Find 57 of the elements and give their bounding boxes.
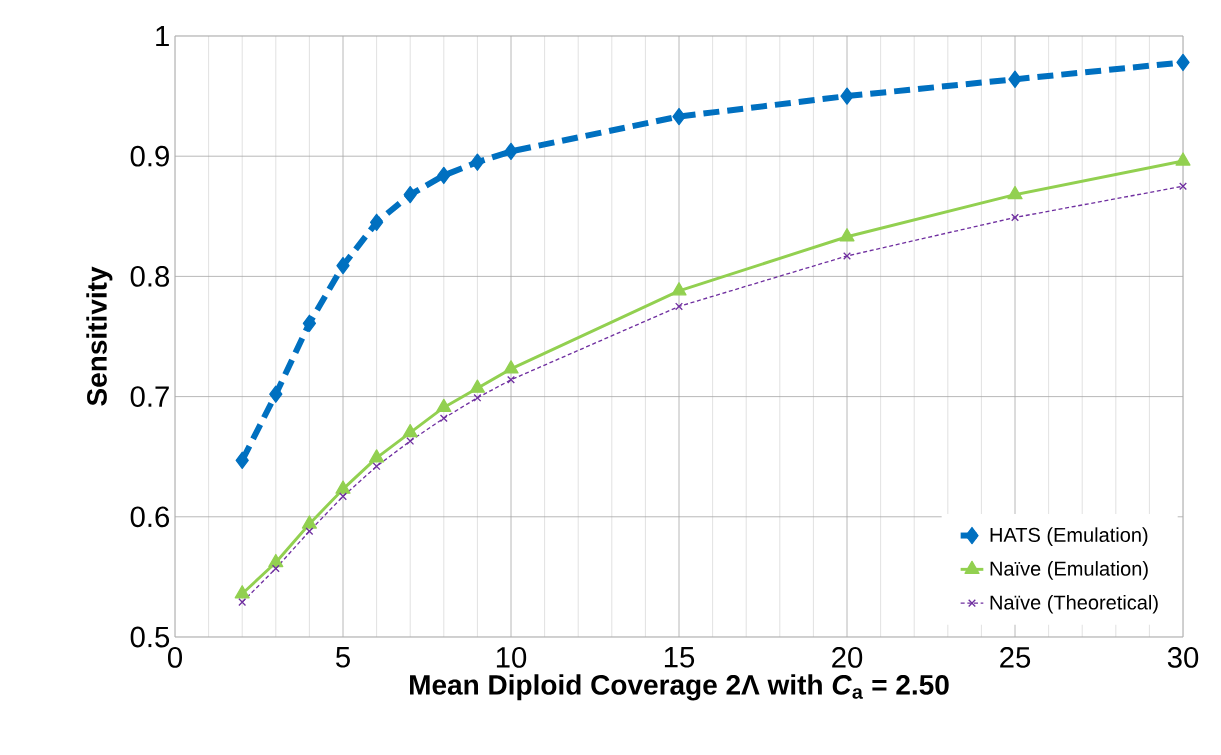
point [269, 385, 283, 403]
legend-label: Naïve (Emulation) [990, 561, 1148, 580]
point [301, 515, 317, 529]
x-tick-label: 5 [336, 647, 350, 668]
point [1175, 152, 1191, 166]
y-tick-label: 0.9 [130, 145, 169, 167]
point [305, 527, 314, 536]
point [372, 462, 381, 471]
point [1179, 182, 1187, 191]
point [302, 314, 317, 332]
x-tick-label: 15 [664, 647, 695, 668]
point [470, 153, 485, 171]
x-tick-label: 10 [496, 647, 527, 668]
point [268, 553, 284, 568]
y-axis-title: Sensitivity [86, 266, 113, 406]
point [840, 87, 854, 105]
legend-label: HATS (Emulation) [990, 527, 1148, 546]
point [369, 213, 384, 231]
point [1007, 185, 1023, 200]
point [335, 480, 351, 494]
x-tick-label: 0 [167, 647, 183, 668]
x-tick-label: 25 [1000, 647, 1031, 668]
point [238, 598, 247, 607]
y-tick-label: 0.6 [130, 506, 170, 528]
point [339, 492, 347, 501]
point [672, 107, 686, 126]
point [507, 375, 515, 384]
point [235, 451, 249, 469]
point [436, 398, 452, 413]
y-tick-label: 0.7 [130, 386, 169, 407]
point [406, 437, 415, 446]
point [1011, 213, 1019, 222]
point [503, 360, 519, 374]
point [271, 564, 280, 573]
point [671, 282, 687, 296]
point [843, 251, 851, 260]
point [402, 423, 418, 438]
point [504, 142, 518, 161]
point [439, 414, 448, 423]
point [839, 228, 855, 242]
point [369, 449, 385, 463]
point [234, 585, 250, 599]
point [675, 302, 683, 311]
point [403, 185, 417, 204]
x-tick-label: 30 [1167, 647, 1199, 668]
x-axis-title: Mean Diploid Coverage 2Λ with C$_{a}$ = 2.50 [410, 674, 949, 701]
y-tick-label: 0.5 [130, 626, 170, 648]
point [1176, 53, 1190, 72]
point [473, 393, 482, 402]
point [469, 379, 485, 393]
legend-label: Naïve (Theoretical) [990, 594, 1158, 614]
y-tick-label: 1 [156, 25, 169, 47]
y-tick-label: 0.8 [130, 266, 170, 287]
point [1008, 70, 1022, 88]
point [437, 166, 451, 185]
x-tick-label: 20 [832, 647, 863, 668]
point [336, 256, 350, 275]
